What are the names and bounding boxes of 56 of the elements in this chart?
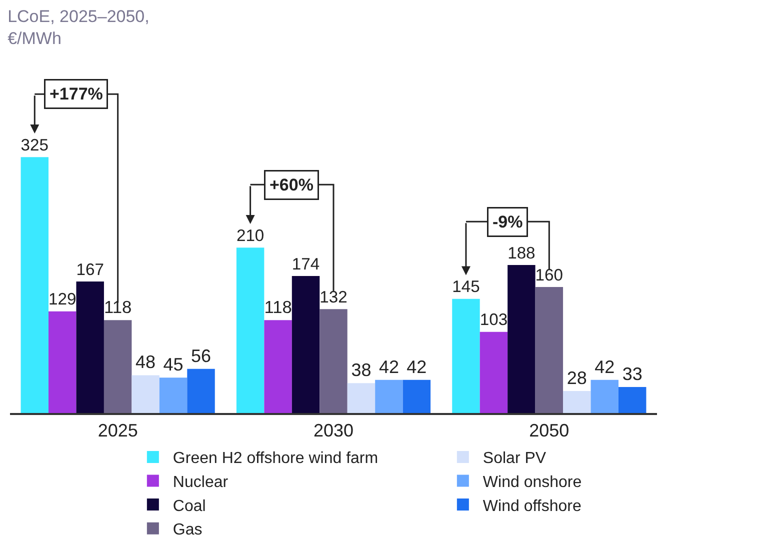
bar [590,380,618,413]
data-label: 42 [406,356,427,377]
bar [618,387,646,413]
data-label: 103 [480,310,508,330]
x-tick-label: 2050 [529,420,570,440]
data-label: 33 [622,364,642,384]
legend-label: Solar PV [482,450,546,468]
text: +177% [50,84,103,104]
data-label: 188 [508,243,536,262]
bar [132,375,160,413]
data-label: 325 [20,135,49,154]
bar [480,332,508,413]
bar [402,380,431,413]
x-tick-label: 2025 [98,420,138,440]
bar [347,383,376,413]
data-label: 129 [48,290,76,309]
legend-label: Gas [172,522,202,539]
data-label: 210 [236,226,264,245]
chart-title: LCoE, 2025–2050, €/MWh [8,7,150,48]
annotation: -9% [492,212,523,232]
legend-label: Wind onshore [482,474,582,491]
bar [76,282,104,413]
x-tick-label: 2030 [313,420,354,440]
data-label: 48 [136,352,156,372]
data-label: 56 [191,346,212,366]
legend-label: Green H2 offshore wind farm [172,450,378,468]
bar [264,320,292,413]
bar [236,248,264,413]
annotation: +60% [270,176,314,194]
bar [320,309,348,413]
bar [375,380,403,413]
data-label: 174 [292,254,320,274]
data-label: 45 [163,354,184,375]
data-label: 42 [594,356,615,377]
legend-label: Nuclear [172,474,229,491]
data-label: 145 [452,277,480,296]
bar [159,378,188,413]
data-label: 132 [320,287,348,306]
data-label: 38 [351,360,372,380]
bar [508,264,536,413]
bar [187,368,215,413]
data-label: 118 [104,297,132,318]
legend-label: Wind offshore [482,498,582,515]
data-label: 28 [566,368,587,388]
legend-label: Coal [172,498,206,515]
bar [48,311,76,413]
data-label: 42 [378,356,399,377]
bar [452,298,480,413]
bar [20,157,49,413]
data-label: 167 [76,260,104,279]
bar [104,320,132,413]
bar [535,287,564,413]
data-label: 118 [264,297,292,318]
data-label: 160 [535,265,564,284]
bar [292,276,320,413]
bar [563,390,591,413]
